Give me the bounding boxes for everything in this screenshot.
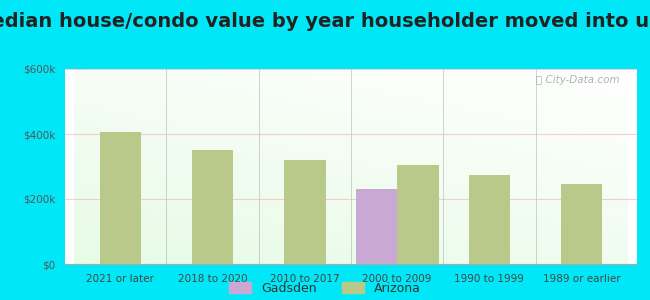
Bar bbox=[192, 150, 233, 264]
Text: Median house/condo value by year householder moved into unit: Median house/condo value by year househo… bbox=[0, 12, 650, 31]
Bar bbox=[284, 160, 326, 264]
Bar bbox=[356, 189, 397, 264]
Bar bbox=[469, 175, 510, 264]
Bar bbox=[99, 132, 141, 264]
Bar bbox=[397, 165, 439, 264]
Bar bbox=[561, 184, 603, 264]
Text: ⓘ City-Data.com: ⓘ City-Data.com bbox=[536, 75, 620, 85]
Legend: Gadsden, Arizona: Gadsden, Arizona bbox=[224, 277, 426, 300]
